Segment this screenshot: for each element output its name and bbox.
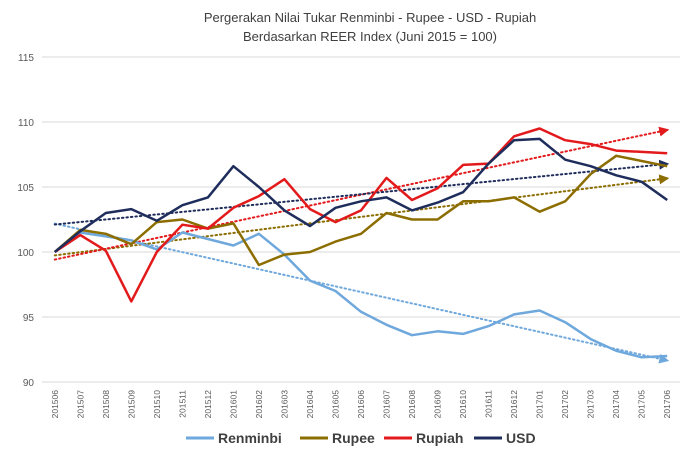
x-tick-label: 201602 xyxy=(254,390,264,419)
x-tick-label: 201611 xyxy=(484,390,494,418)
legend-label: Renminbi xyxy=(218,430,282,446)
x-tick-label: 201606 xyxy=(356,390,366,419)
trendline-renminbi xyxy=(53,222,670,364)
series-line-renminbi xyxy=(54,231,668,359)
y-axis: 90 95 100 105 110 115 xyxy=(17,53,34,389)
series-line-usd xyxy=(54,137,668,253)
trendline-rupee xyxy=(53,174,670,257)
trendline-usd xyxy=(53,159,670,226)
trendline-rupiah xyxy=(53,126,670,261)
grid-lines xyxy=(42,56,680,383)
x-tick-label: 201704 xyxy=(611,390,621,419)
x-tick-label: 201609 xyxy=(433,390,443,419)
x-tick-label: 201601 xyxy=(228,390,238,419)
x-tick-label: 201706 xyxy=(662,390,672,419)
y-tick-label: 105 xyxy=(17,183,34,194)
legend-label: USD xyxy=(506,430,536,446)
x-tick-label: 201703 xyxy=(586,390,596,419)
x-tick-label: 201507 xyxy=(75,390,85,419)
y-tick-label: 115 xyxy=(18,53,34,64)
x-tick-label: 201607 xyxy=(382,390,392,419)
y-tick-label: 95 xyxy=(23,313,35,324)
chart-title: Pergerakan Nilai Tukar Renminbi - Rupee … xyxy=(204,10,536,25)
x-tick-label: 201511 xyxy=(177,390,187,418)
x-tick-label: 201702 xyxy=(560,390,570,419)
x-tick-label: 201701 xyxy=(535,390,545,419)
legend-label: Rupiah xyxy=(416,430,463,446)
x-tick-label: 201604 xyxy=(305,390,315,419)
y-tick-label: 90 xyxy=(23,378,35,389)
x-tick-label: 201509 xyxy=(126,390,136,419)
x-tick-label: 201608 xyxy=(407,390,417,419)
y-tick-label: 100 xyxy=(17,248,34,259)
x-tick-label: 201512 xyxy=(203,390,213,419)
trendlines xyxy=(53,126,670,364)
x-tick-label: 201510 xyxy=(152,390,162,419)
x-tick-label: 201705 xyxy=(637,390,647,419)
legend-label: Rupee xyxy=(332,430,375,446)
chart-subtitle: Berdasarkan REER Index (Juni 2015 = 100) xyxy=(243,29,497,44)
data-series xyxy=(53,127,668,359)
x-tick-label: 201508 xyxy=(101,390,111,419)
series-line-rupee xyxy=(53,154,668,267)
x-tick-label: 201605 xyxy=(330,390,340,419)
x-tick-label: 201603 xyxy=(279,390,289,419)
legend: Renminbi Rupee Rupiah USD xyxy=(186,430,536,446)
series-line-rupiah xyxy=(54,127,668,303)
x-axis: 201506 201507 201508 201509 201510 201511 2015… xyxy=(50,390,672,419)
x-tick-label: 201612 xyxy=(509,390,519,419)
y-tick-label: 110 xyxy=(18,118,34,129)
x-tick-label: 201506 xyxy=(50,390,60,419)
x-tick-label: 201610 xyxy=(458,390,468,419)
